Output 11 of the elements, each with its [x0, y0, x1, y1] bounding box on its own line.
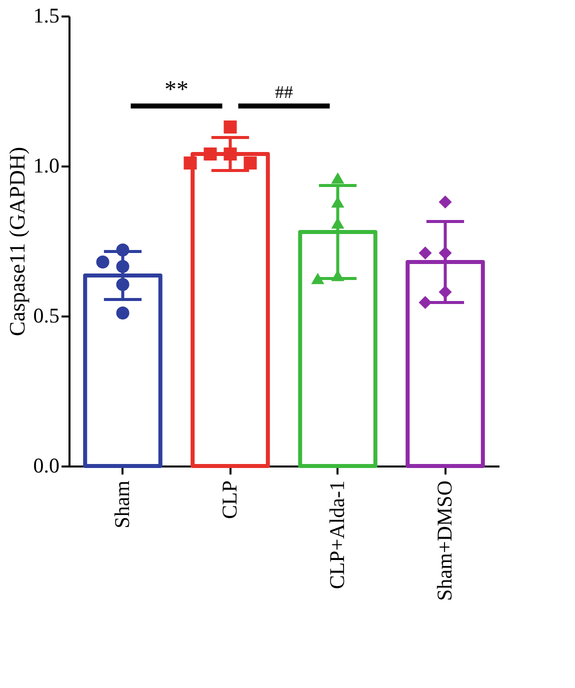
x-tick-label: CLP+Alda-1	[324, 480, 349, 590]
x-tick-label: Sham+DMSO	[432, 480, 456, 601]
y-axis-title: Caspase11 (GAPDH)	[4, 146, 30, 336]
y-tick-label: 1.5	[33, 4, 60, 28]
y-tick-label: 1.0	[33, 154, 60, 178]
y-tick-label: 0.5	[33, 304, 60, 328]
annotation: ##	[275, 82, 293, 102]
y-tick-label: 0.0	[33, 454, 60, 478]
x-tick-label: CLP	[217, 480, 242, 520]
annotation: **	[164, 77, 188, 103]
x-tick-label: Sham	[110, 480, 134, 528]
